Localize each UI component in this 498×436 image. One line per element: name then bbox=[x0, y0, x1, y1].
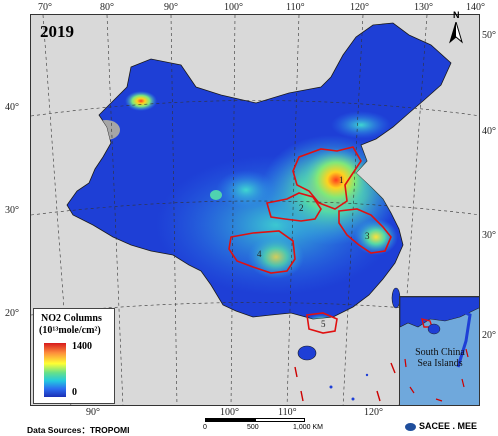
legend-units: (10¹³mole/cm²) bbox=[39, 325, 101, 336]
lon-label-bottom-90: 90° bbox=[86, 407, 100, 418]
data-source: Data Sources：TROPOMI bbox=[27, 425, 130, 435]
region-label-4: 4 bbox=[257, 249, 262, 259]
region-5-outline bbox=[306, 312, 338, 334]
legend-color-bar bbox=[44, 343, 66, 397]
map-frame: 1 2 3 4 5 bbox=[30, 14, 480, 406]
scale-tick-500: 500 bbox=[247, 424, 259, 431]
lon-label-110: 110° bbox=[286, 2, 305, 13]
region-outlines bbox=[228, 146, 392, 334]
lon-label-90: 90° bbox=[164, 2, 178, 13]
lat-label-left-30: 30° bbox=[5, 205, 19, 216]
north-label: N bbox=[453, 10, 460, 20]
lat-label-right-20: 20° bbox=[482, 330, 496, 341]
inset-label: South China Sea Islands bbox=[404, 347, 476, 369]
lat-label-left-20: 20° bbox=[5, 308, 19, 319]
lon-label-130: 130° bbox=[414, 2, 433, 13]
north-arrow: N bbox=[448, 10, 464, 44]
lat-label-right-50: 50° bbox=[482, 30, 496, 41]
region-1-outline bbox=[292, 146, 362, 210]
region-label-3: 3 bbox=[365, 231, 370, 241]
legend-max-label: 1400 bbox=[72, 341, 92, 352]
scale-segment-2 bbox=[255, 418, 305, 422]
islands bbox=[329, 373, 369, 401]
inset-label-line2: Sea Islands bbox=[417, 358, 463, 369]
map-canvas bbox=[31, 15, 479, 405]
lon-label-100: 100° bbox=[224, 2, 243, 13]
lon-label-80: 80° bbox=[100, 2, 114, 13]
region-2-outline bbox=[265, 192, 322, 222]
region-4-outline bbox=[228, 230, 296, 274]
lon-label-bottom-120: 120° bbox=[364, 407, 383, 418]
legend-title: NO2 Columns bbox=[41, 313, 102, 324]
region-3-outline bbox=[338, 208, 392, 254]
lat-label-left-40: 40° bbox=[5, 102, 19, 113]
region-label-2: 2 bbox=[299, 203, 304, 213]
region-label-5: 5 bbox=[321, 319, 326, 329]
south-china-sea-inset: South China Sea Islands bbox=[399, 296, 480, 406]
logo-text: SACEE . MEE bbox=[419, 421, 478, 431]
nine-dash-line bbox=[294, 332, 405, 402]
scale-segment-1 bbox=[205, 418, 255, 422]
lat-label-right-40: 40° bbox=[482, 126, 496, 137]
lon-label-140: 140° bbox=[466, 2, 485, 13]
lon-label-120: 120° bbox=[350, 2, 369, 13]
eye-icon bbox=[405, 422, 416, 431]
china-map bbox=[66, 22, 452, 361]
map-title-year: 2019 bbox=[40, 22, 74, 41]
inset-label-line1: South China bbox=[415, 347, 465, 358]
scale-tick-1000: 1,000 KM bbox=[293, 424, 323, 431]
sacee-logo: SACEE . MEE bbox=[405, 421, 477, 431]
north-arrow-icon bbox=[449, 20, 463, 44]
scale-bar: 0 500 1,000 KM bbox=[203, 414, 325, 436]
lon-label-bottom-100: 100° bbox=[220, 407, 239, 418]
scale-tick-0: 0 bbox=[203, 424, 207, 431]
lat-label-right-30: 30° bbox=[482, 230, 496, 241]
legend-min-label: 0 bbox=[72, 387, 77, 398]
lon-label-70: 70° bbox=[38, 2, 52, 13]
legend: NO2 Columns (10¹³mole/cm²) 1400 0 bbox=[33, 308, 115, 404]
inset-map bbox=[400, 297, 479, 402]
lon-label-bottom-110: 110° bbox=[278, 407, 297, 418]
region-label-1: 1 bbox=[339, 175, 344, 185]
